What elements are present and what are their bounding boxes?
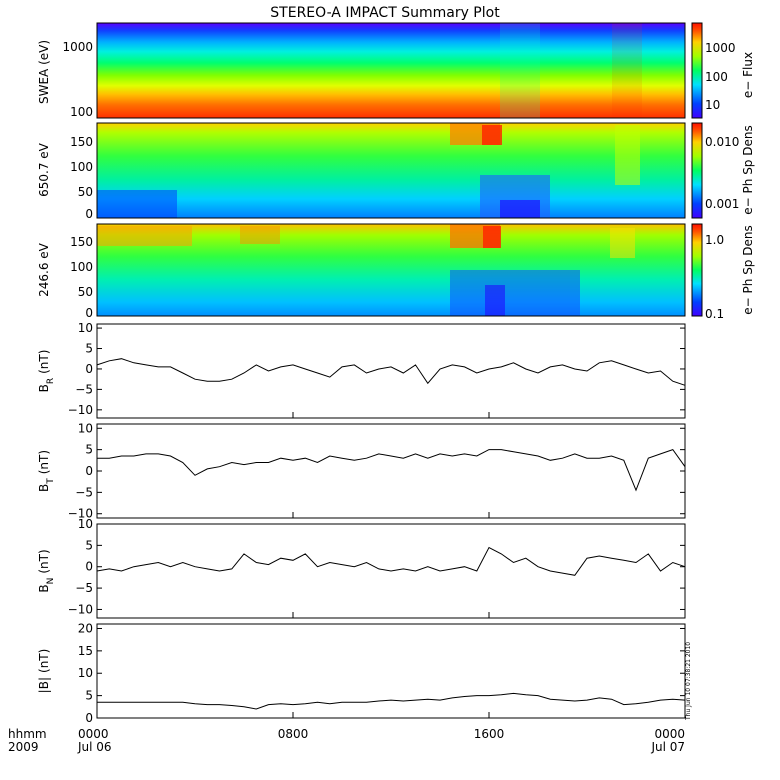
x-tick-1600-time: 1600 (474, 727, 505, 741)
pad650-ytick-0: 0 (85, 207, 93, 221)
bn-ytick-label: −10 (68, 602, 93, 616)
swea-cb-tick-1000: 1000 (705, 41, 736, 55)
bmag-panel: 20 15 10 5 0 |B| (nT) (37, 621, 686, 725)
swea-ytick-100: 100 (70, 105, 93, 119)
bt-ylabel: BT (nT) (37, 450, 56, 492)
pad650-ytick-50: 50 (78, 185, 93, 199)
pad246-ytick-50: 50 (78, 285, 93, 299)
swea-spectrogram (97, 23, 685, 118)
pad246-ylabel: 246.6 eV (37, 242, 51, 297)
br-ytick-label: −10 (68, 403, 93, 417)
bn-ytick-label: 0 (85, 560, 93, 574)
swea-cb-tick-10: 10 (705, 98, 720, 112)
bn-ytick-label: −5 (75, 581, 93, 595)
br-ytick-label: 10 (78, 321, 93, 335)
br-panel: 10 5 0 −5 −10 BR (nT) (37, 321, 686, 419)
pad246-cb-label: e− Ph Sp Dens (741, 225, 755, 314)
swea-cb-tick-100: 100 (705, 70, 728, 84)
bmag-ylabel-main: |B| (37, 677, 51, 693)
pad246-colorbar: 1.0 0.1 e− Ph Sp Dens (691, 223, 755, 321)
pad650-cb-label: e− Ph Sp Dens (741, 125, 755, 214)
br-ytick-label: −5 (75, 382, 93, 396)
pad650-panel: 650.7 eV 150 100 50 0 0.010 0.001 e− Ph … (37, 122, 755, 221)
x-tick-end-date: Jul 07 (650, 740, 685, 754)
bmag-frame (96, 623, 686, 719)
plot-timestamp: Thu Jun 10 07:38:21 2010 (685, 642, 692, 721)
bn-ytick-label: 10 (78, 517, 93, 531)
bmag-ylabel-unit: (nT) (37, 649, 51, 673)
pad650-ytick-100: 100 (70, 160, 93, 174)
pad246-spectrogram (97, 224, 685, 316)
bn-ylabel-main: B (37, 584, 51, 592)
x-tick-0000-date: Jul 06 (77, 740, 112, 754)
bt-ytick-label: −5 (75, 485, 93, 499)
br-frame (96, 323, 686, 419)
bt-frame (96, 423, 686, 519)
bmag-ytick-label: 10 (78, 666, 93, 680)
br-ylabel-main: B (37, 384, 51, 392)
br-ytick-label: 5 (85, 342, 93, 356)
bt-ylabel-sub: T (46, 478, 56, 485)
br-ylabel-unit: (nT) (37, 350, 51, 374)
swea-colorbar: 1000 100 10 e− Flux (691, 22, 755, 119)
x-corner-year: 2009 (8, 740, 39, 754)
pad650-cb-tick-0010: 0.010 (705, 135, 739, 149)
bn-ylabel-sub: N (46, 578, 56, 585)
bn-series-line (96, 546, 686, 576)
bn-panel: 10 5 0 −5 −10 BN (nT) (37, 517, 686, 619)
x-tick-0800-time: 0800 (278, 727, 309, 741)
bt-ylabel-unit: (nT) (37, 450, 51, 474)
x-axis-labels: hhmm 2009 0000 Jul 06 0800 1600 0000 Jul… (8, 727, 685, 754)
swea-ytick-1000: 1000 (62, 40, 93, 54)
pad246-ytick-0: 0 (85, 306, 93, 320)
bn-ytick-label: 5 (85, 538, 93, 552)
bt-ylabel-main: B (37, 484, 51, 492)
x-tick-0000-time: 0000 (78, 727, 109, 741)
bmag-ytick-label: 15 (78, 644, 93, 658)
swea-cb-label: e− Flux (741, 52, 755, 98)
br-ylabel-sub: R (46, 378, 56, 384)
swea-ylabel: SWEA (eV) (37, 40, 51, 104)
swea-features (500, 23, 642, 118)
pad246-cb-tick-10: 1.0 (705, 233, 724, 247)
pad650-spectrogram (97, 123, 685, 218)
bmag-ytick-label: 0 (85, 711, 93, 725)
pad246-ytick-100: 100 (70, 260, 93, 274)
br-series-line (96, 358, 686, 386)
br-ylabel: BR (nT) (37, 350, 56, 393)
pad650-colorbar: 0.010 0.001 e− Ph Sp Dens (691, 122, 755, 219)
pad246-panel: 246.6 eV 150 100 50 0 1.0 0.1 e− Ph Sp D… (37, 223, 755, 321)
pad246-features (97, 224, 635, 316)
pad246-cb-tick-01: 0.1 (705, 307, 724, 321)
swea-panel: SWEA (eV) 1000 100 1000 100 10 e− Flux (37, 22, 755, 119)
bmag-ytick-label: 20 (78, 621, 93, 635)
x-corner-hhmm: hhmm (8, 727, 47, 741)
bt-panel: 10 5 0 −5 −10 BT (nT) (37, 421, 686, 521)
bt-ytick-label: 5 (85, 443, 93, 457)
bt-ytick-label: −10 (68, 507, 93, 521)
bn-ylabel-unit: (nT) (37, 549, 51, 573)
bt-ytick-label: 10 (78, 421, 93, 435)
pad650-cb-tick-0001: 0.001 (705, 197, 739, 211)
pad650-ylabel: 650.7 eV (37, 142, 51, 197)
x-tick-end-time: 0000 (654, 727, 685, 741)
bmag-ytick-label: 5 (85, 689, 93, 703)
bmag-ylabel: |B| (nT) (37, 649, 51, 694)
figure-title: STEREO-A IMPACT Summary Plot (270, 5, 500, 21)
pad246-ytick-150: 150 (70, 235, 93, 249)
bmag-series-line (97, 692, 686, 710)
bt-ytick-label: 0 (85, 464, 93, 478)
magnetic-field-panels: 1050−5−10BR(nT)1050−5−10BT(nT)1050−5−10B… (37, 321, 686, 725)
bt-series-line (97, 449, 686, 492)
pad650-ytick-150: 150 (70, 135, 93, 149)
br-ytick-label: 0 (85, 362, 93, 376)
pad650-features (97, 123, 640, 218)
bn-ylabel: BN (nT) (37, 549, 56, 592)
